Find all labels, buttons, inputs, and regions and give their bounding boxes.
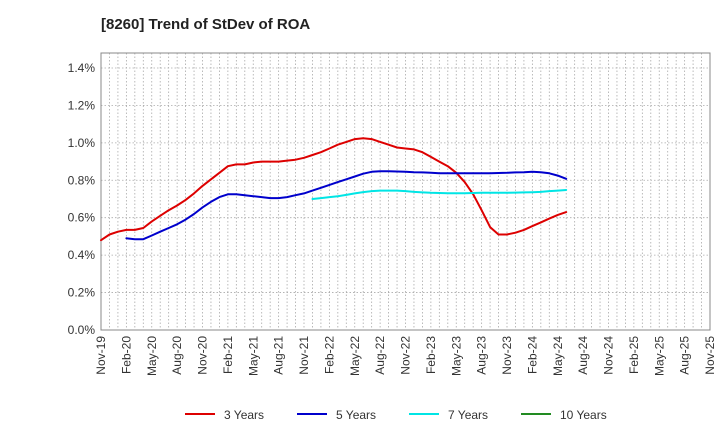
x-tick-label: Feb-20 — [119, 336, 133, 374]
y-tick-label: 0.8% — [68, 173, 96, 187]
x-tick-label: Nov-19 — [94, 336, 108, 375]
x-tick-label: May-25 — [652, 336, 666, 376]
x-tick-label: Nov-22 — [399, 336, 413, 375]
x-tick-label: Nov-24 — [602, 336, 616, 375]
y-tick-label: 1.0% — [68, 136, 96, 150]
x-tick-label: May-21 — [246, 336, 260, 376]
series-line-5-years — [125, 170, 568, 241]
x-tick-label: May-23 — [449, 336, 463, 376]
x-tick-label: Aug-21 — [272, 336, 286, 375]
y-tick-label: 0.0% — [68, 323, 96, 337]
x-tick-label: Nov-20 — [196, 336, 210, 375]
x-tick-label: May-22 — [348, 336, 362, 376]
x-tick-label: Aug-23 — [475, 336, 489, 375]
y-tick-label: 1.2% — [68, 98, 96, 112]
legend-label: 3 Years — [224, 408, 264, 422]
x-tick-label: Feb-23 — [424, 336, 438, 374]
x-tick-label: Feb-25 — [627, 336, 641, 374]
series-line-3-years — [100, 137, 568, 242]
legend-label: 5 Years — [336, 408, 376, 422]
x-tick-label: Nov-21 — [297, 336, 311, 375]
x-tick-label: Feb-21 — [221, 336, 235, 374]
legend-label: 10 Years — [560, 408, 607, 422]
x-tick-label: Aug-20 — [170, 336, 184, 375]
x-tick-label: Aug-24 — [576, 336, 590, 375]
x-tick-label: Feb-24 — [525, 336, 539, 374]
x-tick-label: May-20 — [145, 336, 159, 376]
x-tick-label: May-24 — [551, 336, 565, 376]
x-tick-label: Nov-25 — [703, 336, 717, 375]
y-tick-label: 0.6% — [68, 211, 96, 225]
legend-label: 7 Years — [448, 408, 488, 422]
x-tick-label: Feb-22 — [322, 336, 336, 374]
y-tick-label: 0.4% — [68, 248, 96, 262]
x-tick-label: Nov-23 — [500, 336, 514, 375]
plot-frame — [100, 52, 711, 331]
y-tick-label: 1.4% — [68, 61, 96, 75]
x-tick-label: Aug-25 — [678, 336, 692, 375]
series-line-7-years — [311, 189, 568, 200]
chart-title: [8260] Trend of StDev of ROA — [101, 16, 311, 33]
y-tick-label: 0.2% — [68, 286, 96, 300]
x-tick-label: Aug-22 — [373, 336, 387, 375]
